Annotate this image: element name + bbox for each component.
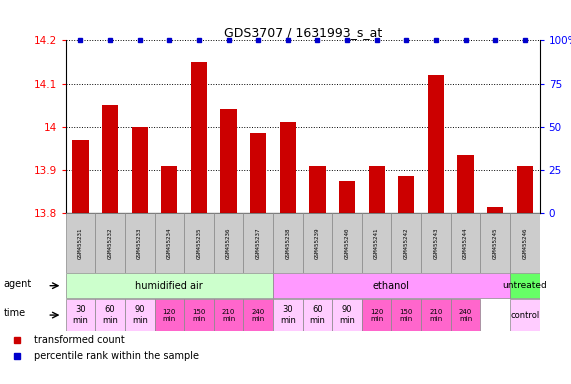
Bar	[392, 300, 421, 331]
Title: GDS3707 / 1631993_s_at: GDS3707 / 1631993_s_at	[223, 26, 382, 39]
Text: GSM455239: GSM455239	[315, 227, 320, 259]
Bar	[303, 300, 332, 331]
Text: GSM455240: GSM455240	[344, 227, 349, 259]
Text: GSM455236: GSM455236	[226, 227, 231, 259]
Bar	[184, 300, 214, 331]
Bar	[243, 300, 273, 331]
Text: 90
min: 90 min	[132, 305, 148, 325]
Bar	[161, 166, 178, 213]
Text: GSM455234: GSM455234	[167, 227, 172, 259]
Text: percentile rank within the sample: percentile rank within the sample	[34, 351, 199, 361]
Text: 210
min: 210 min	[222, 309, 235, 321]
Bar	[368, 166, 385, 213]
Bar	[73, 140, 89, 213]
Text: GSM455245: GSM455245	[493, 227, 498, 259]
Bar	[66, 300, 95, 331]
Text: 150
min: 150 min	[400, 309, 413, 321]
Bar	[243, 213, 273, 273]
Bar	[214, 213, 243, 273]
Bar	[480, 213, 510, 273]
Bar	[510, 273, 540, 298]
Bar	[517, 166, 533, 213]
Text: GSM455231: GSM455231	[78, 227, 83, 259]
Bar	[95, 300, 125, 331]
Text: 90
min: 90 min	[339, 305, 355, 325]
Bar	[451, 300, 480, 331]
Bar	[214, 300, 243, 331]
Text: control: control	[510, 311, 540, 319]
Bar	[191, 62, 207, 213]
Bar	[339, 181, 355, 213]
Text: GSM455244: GSM455244	[463, 227, 468, 259]
Text: GSM455241: GSM455241	[374, 227, 379, 259]
Bar	[362, 213, 392, 273]
Text: ethanol: ethanol	[373, 281, 410, 291]
Text: 30
min: 30 min	[73, 305, 89, 325]
Bar	[95, 213, 125, 273]
Text: GSM455242: GSM455242	[404, 227, 409, 259]
Bar	[155, 300, 184, 331]
Text: untreated: untreated	[502, 281, 547, 290]
Bar	[510, 213, 540, 273]
Bar	[303, 213, 332, 273]
Text: 60
min: 60 min	[309, 305, 325, 325]
Bar	[398, 176, 415, 213]
Bar	[220, 109, 237, 213]
Bar	[184, 213, 214, 273]
Bar	[487, 207, 503, 213]
Text: GSM455243: GSM455243	[433, 227, 439, 259]
Text: 240
min: 240 min	[459, 309, 472, 321]
Bar	[428, 75, 444, 213]
Text: time: time	[3, 308, 25, 318]
Bar	[421, 300, 451, 331]
Bar	[309, 166, 325, 213]
Bar	[125, 300, 155, 331]
Text: 60
min: 60 min	[102, 305, 118, 325]
Text: GSM455246: GSM455246	[522, 227, 527, 259]
Text: GSM455233: GSM455233	[137, 227, 142, 259]
Text: GSM455238: GSM455238	[286, 227, 290, 259]
Text: GSM455232: GSM455232	[107, 227, 112, 259]
Text: 150
min: 150 min	[192, 309, 206, 321]
Text: GSM455237: GSM455237	[256, 227, 261, 259]
Text: GSM455235: GSM455235	[196, 227, 202, 259]
Text: agent: agent	[3, 280, 31, 290]
Bar	[155, 213, 184, 273]
Bar	[125, 213, 155, 273]
Bar	[362, 300, 392, 331]
Bar	[510, 300, 540, 331]
Bar	[250, 133, 266, 213]
Text: 30
min: 30 min	[280, 305, 296, 325]
Bar	[451, 213, 480, 273]
Bar	[421, 213, 451, 273]
Bar	[66, 213, 95, 273]
Text: 210
min: 210 min	[429, 309, 443, 321]
Bar	[392, 213, 421, 273]
Bar	[457, 155, 474, 213]
Bar	[273, 300, 303, 331]
Bar	[66, 273, 273, 298]
Bar	[102, 105, 118, 213]
Text: 240
min: 240 min	[252, 309, 265, 321]
Text: 120
min: 120 min	[370, 309, 383, 321]
Bar	[332, 300, 362, 331]
Bar	[131, 127, 148, 213]
Bar	[273, 213, 303, 273]
Text: humidified air: humidified air	[135, 281, 203, 291]
Bar	[332, 213, 362, 273]
Bar	[273, 273, 510, 298]
Text: 120
min: 120 min	[163, 309, 176, 321]
Bar	[280, 122, 296, 213]
Text: transformed count: transformed count	[34, 334, 124, 344]
